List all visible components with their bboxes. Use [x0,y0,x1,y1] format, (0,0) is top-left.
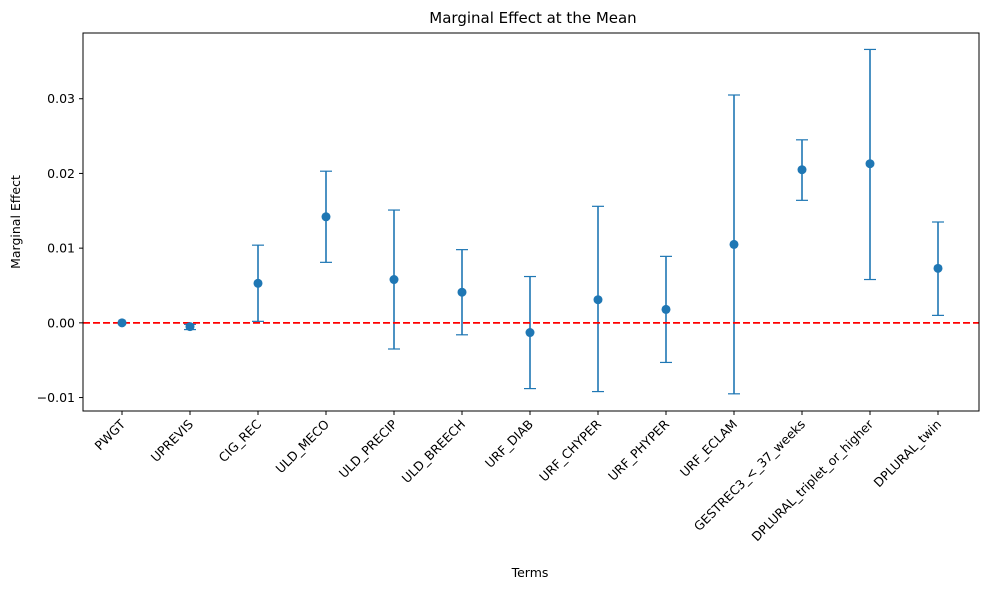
y-tick-label-1: 0.00 [47,315,75,330]
x-tick-label-2: CIG_REC [216,416,265,465]
errorbar-layer [116,48,944,395]
x-tick-label-11: DPLURAL_triplet_or_higher [748,416,876,544]
data-point-7 [593,295,603,305]
x-axis: PWGT UPREVIS CIG_REC ULD_MECO ULD_PRECIPULD_… [92,411,944,544]
point-layer [117,159,943,338]
data-point-11 [865,159,875,169]
x-tick-label-3: ULD_MECO [273,416,333,476]
data-point-6 [525,328,535,338]
y-axis: −0.01 0.00 0.01 0.02 0.03 [37,91,83,405]
data-point-10 [797,165,807,175]
data-point-1 [185,322,195,332]
x-tick-label-1: UPREVIS [148,416,196,464]
data-point-9 [729,239,739,249]
y-tick-label-4: 0.03 [47,91,75,106]
y-tick-label-2: 0.01 [47,241,75,256]
plot-frame [82,32,980,412]
data-point-0 [117,318,127,328]
x-tick-label-9: URF_ECLAM [677,417,740,480]
data-point-8 [661,304,671,314]
x-tick-label-0: PWGT [92,416,129,453]
y-tick-label-3: 0.02 [47,166,75,181]
data-point-2 [253,278,263,288]
y-axis-label: Marginal Effect [8,175,23,269]
data-point-5 [457,287,467,297]
x-axis-label: Terms [511,565,549,580]
x-tick-label-7: URF_CHYPER [536,416,604,484]
chart-title: Marginal Effect at the Mean [429,9,636,27]
x-tick-label-5: ULD_BREECH [399,417,468,486]
data-point-3 [321,212,331,222]
x-tick-label-6: URF_DIAB [482,417,536,471]
x-tick-label-8: URF_PHYPER [605,416,672,483]
x-tick-label-4: ULD_PRECIP [336,416,401,481]
x-tick-label-12: DPLURAL_twin [870,417,944,491]
x-tick-label-10: GESTREC3_<_37_weeks [691,417,808,534]
data-point-12 [933,263,943,273]
y-tick-label-0: −0.01 [37,390,75,405]
data-point-4 [389,275,399,285]
